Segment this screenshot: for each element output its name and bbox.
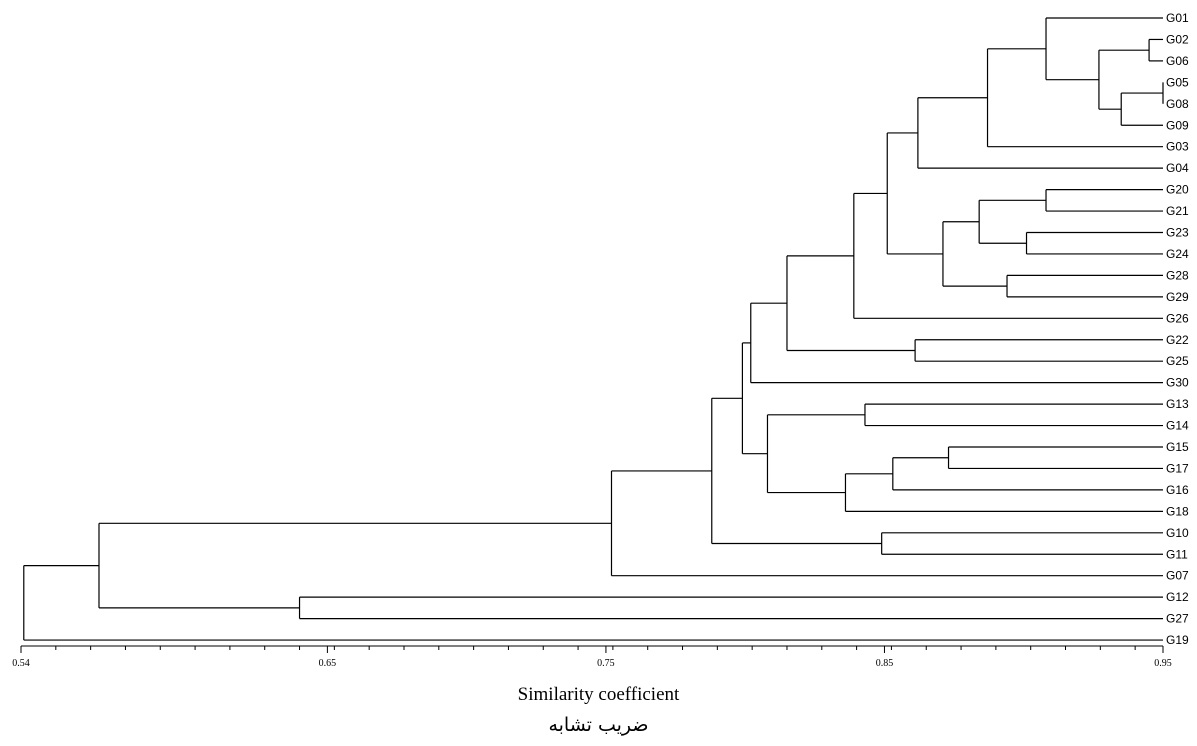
- leaf-label: G29: [1166, 290, 1189, 304]
- leaf-label: G27: [1166, 612, 1189, 626]
- leaf-label: G22: [1166, 333, 1189, 347]
- similarity-axis: 0.54 0.65 0.75 0.85 0.95: [12, 645, 1172, 669]
- leaf-label: G25: [1166, 354, 1189, 368]
- dendrogram-branches: [23, 17, 1164, 641]
- tick-label: 0.85: [876, 658, 894, 669]
- leaf-label: G21: [1166, 204, 1189, 218]
- tick-label: 0.95: [1154, 658, 1172, 669]
- leaf-label: G19: [1166, 633, 1189, 647]
- leaf-label: G24: [1166, 247, 1189, 261]
- leaf-label: G28: [1166, 268, 1189, 282]
- leaf-label: G04: [1166, 161, 1189, 175]
- leaf-label: G06: [1166, 54, 1189, 68]
- leaf-label: G26: [1166, 311, 1189, 325]
- leaf-label: G05: [1166, 75, 1189, 89]
- leaf-label: G08: [1166, 97, 1189, 111]
- leaf-label: G17: [1166, 461, 1189, 475]
- leaf-label: G09: [1166, 118, 1189, 132]
- tick-label: 0.75: [597, 658, 615, 669]
- x-axis-title-persian: ضریب تشابه: [548, 714, 649, 736]
- leaf-label: G18: [1166, 504, 1189, 518]
- leaf-label: G13: [1166, 397, 1189, 411]
- leaf-label: G07: [1166, 569, 1189, 583]
- leaf-label: G30: [1166, 376, 1189, 390]
- x-axis-title: Similarity coefficient: [517, 684, 680, 705]
- leaf-label: G12: [1166, 590, 1189, 604]
- leaf-label: G15: [1166, 440, 1189, 454]
- leaf-label: G01: [1166, 11, 1189, 25]
- tick-label: 0.65: [319, 658, 337, 669]
- leaf-label: G23: [1166, 226, 1189, 240]
- leaf-label: G20: [1166, 183, 1189, 197]
- leaf-label: G14: [1166, 419, 1189, 433]
- leaf-label: G10: [1166, 526, 1189, 540]
- leaf-label: G16: [1166, 483, 1189, 497]
- leaf-labels: G01 G02 G06 G05 G08 G09 G03 G04 G20 G21 G23 G24 G28 G…: [1166, 11, 1189, 647]
- leaf-label: G02: [1166, 32, 1189, 46]
- leaf-label: G03: [1166, 140, 1189, 154]
- tick-label: 0.54: [12, 658, 30, 669]
- leaf-label: G11: [1166, 547, 1188, 561]
